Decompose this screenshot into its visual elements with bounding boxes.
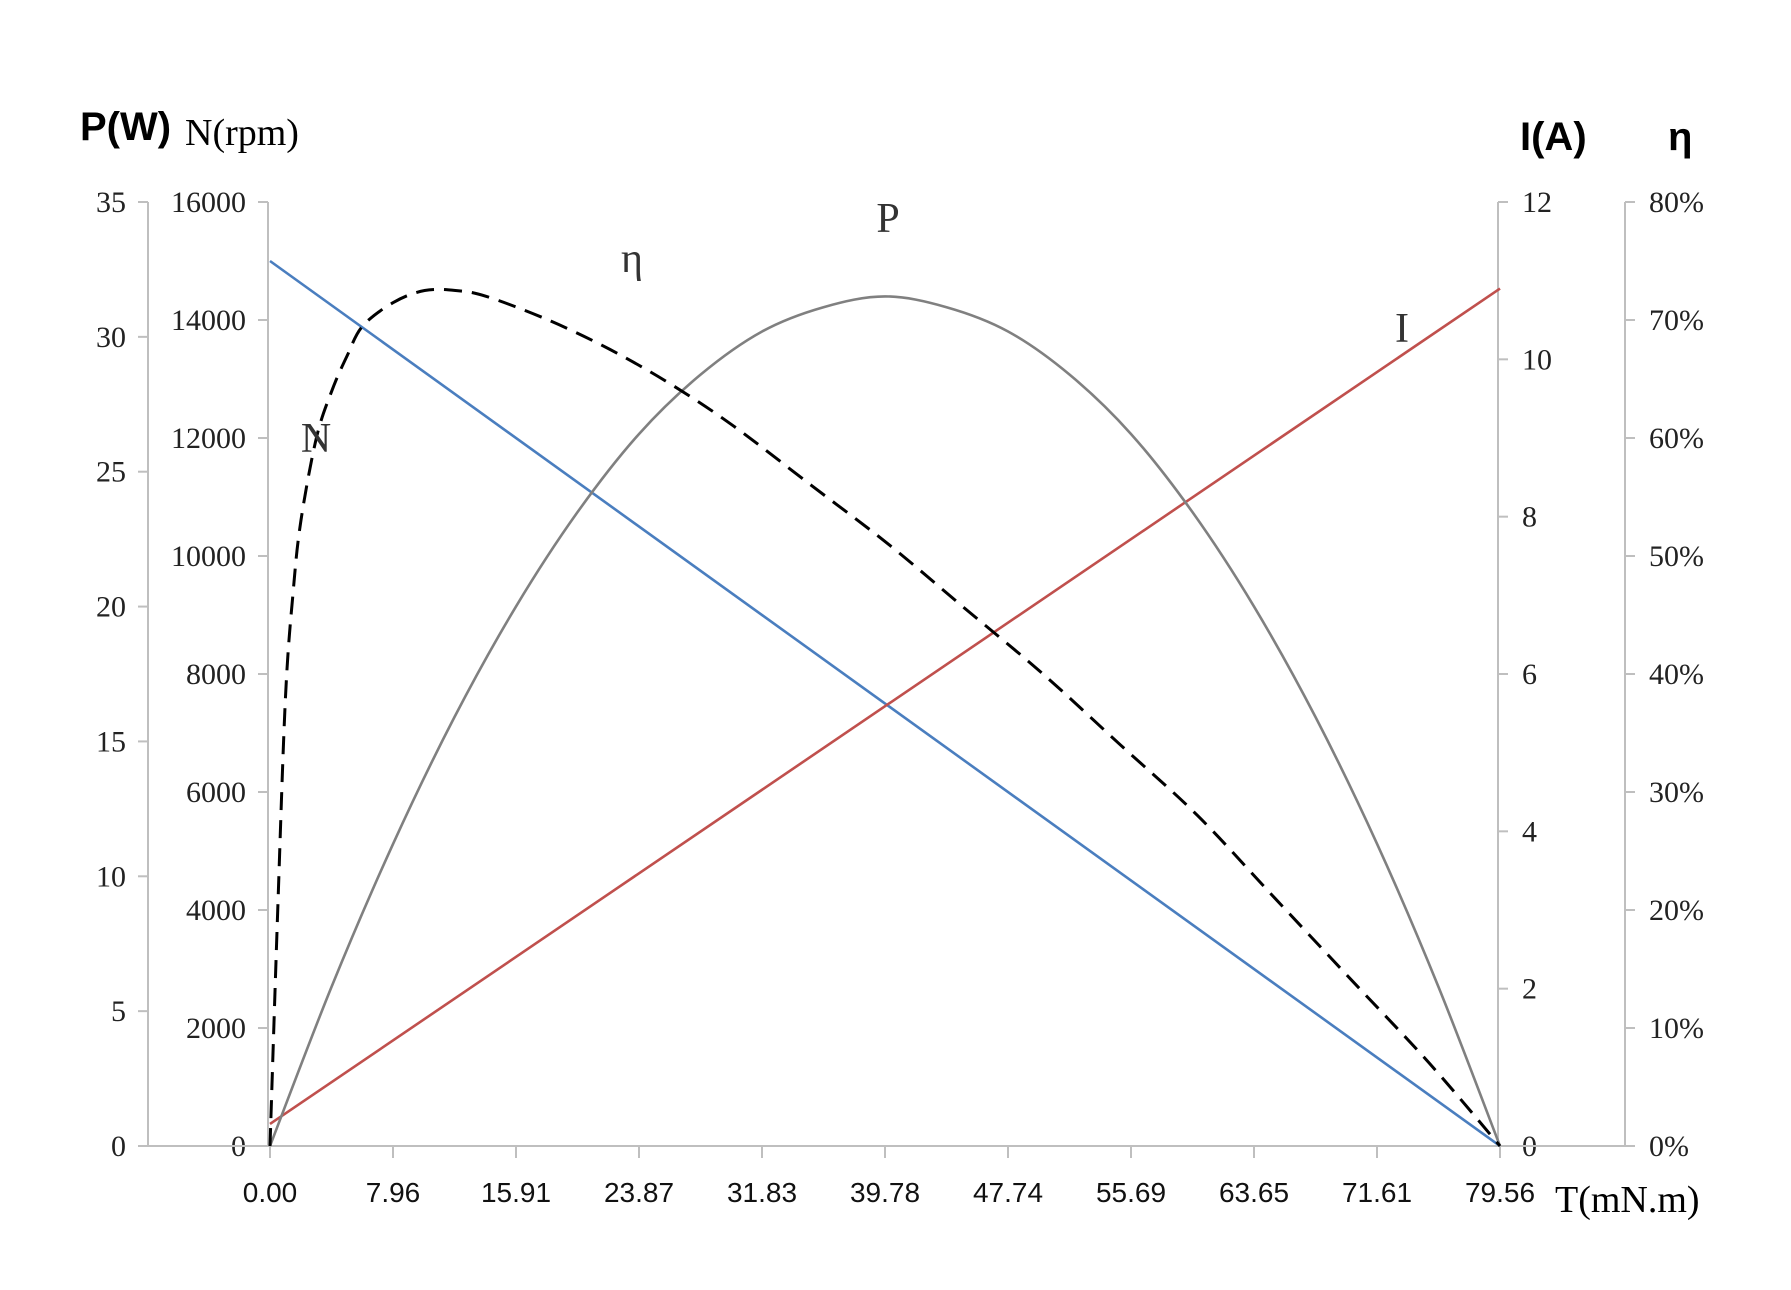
y-tick-label-P: 25 xyxy=(96,456,126,489)
series-line-N xyxy=(269,259,1501,1148)
x-tick-label: 71.61 xyxy=(1342,1177,1412,1208)
y-tick-label-P: 15 xyxy=(96,725,126,758)
x-tick-label: 7.96 xyxy=(366,1177,421,1208)
y-tick-label-eta: 70% xyxy=(1649,304,1704,337)
y-tick-label-P: 5 xyxy=(111,995,126,1028)
y-tick-label-N: 14000 xyxy=(171,304,246,337)
series-line-P xyxy=(268,295,1502,1147)
y-tick-label-N: 16000 xyxy=(171,186,246,219)
axes-layer: 0510152025303502000400060008000100001200… xyxy=(96,186,1704,1208)
axis-title-torque: T(mN.m) xyxy=(1555,1179,1700,1221)
curve-label-efficiency: η xyxy=(621,236,643,282)
axis-title-efficiency: η xyxy=(1668,115,1692,159)
series-line-eta xyxy=(268,287,1502,1147)
axis-title-speed: N(rpm) xyxy=(185,112,299,154)
x-tick-label: 47.74 xyxy=(973,1177,1043,1208)
curve-label-current: I xyxy=(1395,306,1409,352)
series-line-I xyxy=(269,287,1501,1126)
y-tick-label-P: 20 xyxy=(96,591,126,624)
x-tick-label: 31.83 xyxy=(727,1177,797,1208)
y-tick-label-I: 12 xyxy=(1522,186,1552,219)
y-tick-label-I: 10 xyxy=(1522,343,1552,376)
y-tick-label-I: 8 xyxy=(1522,501,1537,534)
y-tick-label-I: 2 xyxy=(1522,973,1537,1006)
y-tick-label-eta: 10% xyxy=(1649,1012,1704,1045)
y-tick-label-P: 30 xyxy=(96,321,126,354)
y-tick-label-eta: 60% xyxy=(1649,422,1704,455)
curve-label-speed: N xyxy=(301,416,331,462)
y-tick-label-N: 6000 xyxy=(186,776,246,809)
x-tick-label: 15.91 xyxy=(481,1177,551,1208)
axis-title-power: P(W) xyxy=(80,105,171,149)
y-tick-label-I: 4 xyxy=(1522,815,1537,848)
y-tick-label-I: 6 xyxy=(1522,658,1537,691)
series-layer xyxy=(268,259,1502,1148)
y-tick-label-P: 35 xyxy=(96,186,126,219)
y-tick-label-N: 8000 xyxy=(186,658,246,691)
y-tick-label-P: 10 xyxy=(96,860,126,893)
x-tick-label: 23.87 xyxy=(604,1177,674,1208)
y-tick-label-N: 4000 xyxy=(186,894,246,927)
y-tick-label-eta: 80% xyxy=(1649,186,1704,219)
x-tick-label: 79.56 xyxy=(1465,1177,1535,1208)
y-tick-label-eta: 0% xyxy=(1649,1130,1689,1163)
x-tick-label: 39.78 xyxy=(850,1177,920,1208)
y-tick-label-eta: 20% xyxy=(1649,894,1704,927)
y-tick-label-N: 12000 xyxy=(171,422,246,455)
labels-layer: P(W) N(rpm) I(A) η T(mN.m) P η N I xyxy=(80,105,1700,1221)
x-tick-label: 63.65 xyxy=(1219,1177,1289,1208)
y-tick-label-eta: 40% xyxy=(1649,658,1704,691)
y-tick-label-eta: 50% xyxy=(1649,540,1704,573)
curve-label-power: P xyxy=(876,196,899,242)
y-tick-label-eta: 30% xyxy=(1649,776,1704,809)
y-tick-label-P: 0 xyxy=(111,1130,126,1163)
x-tick-label: 55.69 xyxy=(1096,1177,1166,1208)
x-tick-label: 0.00 xyxy=(243,1177,298,1208)
y-tick-label-N: 2000 xyxy=(186,1012,246,1045)
y-tick-label-N: 10000 xyxy=(171,540,246,573)
axis-title-current: I(A) xyxy=(1520,115,1587,159)
